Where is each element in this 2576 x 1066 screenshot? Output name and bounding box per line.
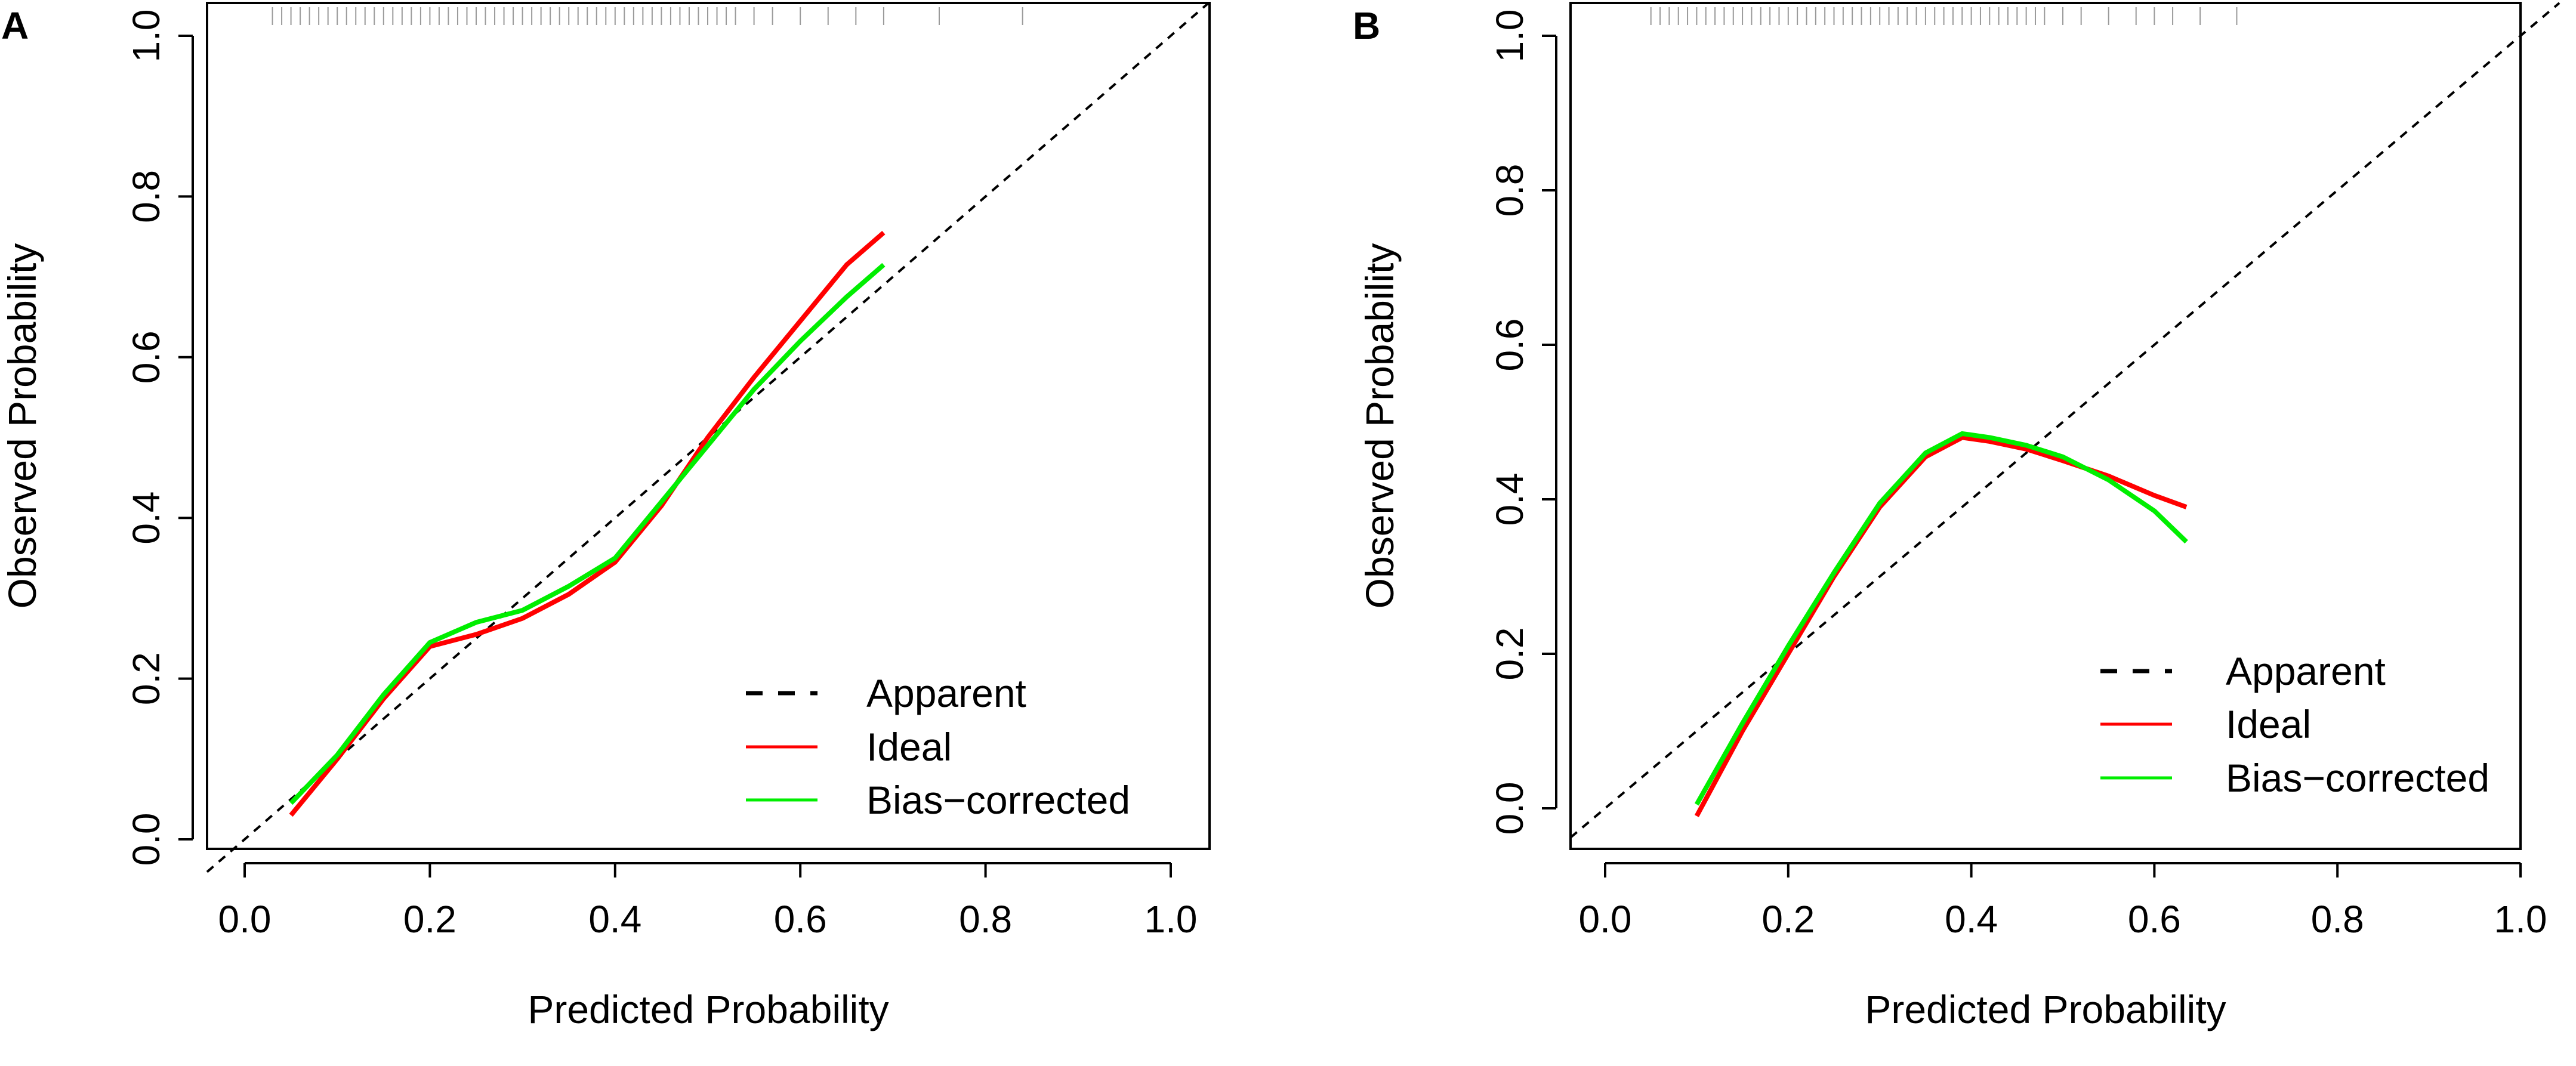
panel-a-series-ideal <box>289 230 886 817</box>
panel-b-letter: B <box>1353 4 1380 47</box>
panel-b-legend: Apparent Ideal Bias−corrected <box>2100 649 2489 800</box>
panel-b-x-tick-label: 0.6 <box>2128 898 2181 941</box>
panel-a-x-axis-title: Predicted Probability <box>527 987 889 1031</box>
panel-a-y-tick-label: 1.0 <box>125 10 168 63</box>
panel-a-rug <box>272 7 1023 25</box>
panel-a-y-tick-label: 0.2 <box>125 652 168 705</box>
panel-a-y-tick-label: 0.8 <box>125 170 168 223</box>
panel-b-series <box>1569 2 2560 839</box>
panel-a-letter: A <box>1 4 29 47</box>
panel-b-x-ticks: 0.0 0.2 0.4 0.6 0.8 1.0 <box>1579 862 2547 941</box>
panel-b-y-tick-label: 1.0 <box>1488 10 1531 63</box>
panel-b-series-apparent <box>1569 2 2560 839</box>
panel-b-series-ideal <box>1694 435 2188 817</box>
panel-b-legend-apparent-label: Apparent <box>2226 649 2386 693</box>
panel-a-y-tick-label: 0.0 <box>125 813 168 866</box>
panel-b-x-tick-label: 0.0 <box>1579 898 1632 941</box>
panel-b-series-bias-corrected <box>1694 431 2188 806</box>
panel-b-x-tick-label: 0.2 <box>1761 898 1815 941</box>
panel-a-x-tick-label: 0.4 <box>588 898 641 941</box>
panel-a-x-tick-label: 0.8 <box>959 898 1012 941</box>
panel-a-y-axis-title: Observed Probability <box>0 243 44 609</box>
panel-a-x-tick-label: 1.0 <box>1144 898 1198 941</box>
panel-b-y-tick-label: 0.2 <box>1488 628 1531 681</box>
panel-a-x-tick-label: 0.6 <box>774 898 827 941</box>
panel-a-legend-ideal-label: Ideal <box>866 725 952 769</box>
panel-b: B 0.0 0.2 0.4 0.6 0.8 1.0 0.00.20.40.60.81.0 … <box>1353 2 2560 1031</box>
panel-a-legend: Apparent Ideal Bias−corrected <box>746 671 1130 822</box>
panel-b-legend-bias-corrected-label: Bias−corrected <box>2226 756 2489 800</box>
panel-b-y-tick-label: 0.0 <box>1488 782 1531 835</box>
panel-a-legend-bias-corrected-label: Bias−corrected <box>866 778 1130 822</box>
panel-b-y-ticks: 0.0 0.2 0.4 0.6 0.8 1.0 <box>1488 10 1557 835</box>
panel-b-y-tick-label: 0.4 <box>1488 473 1531 526</box>
panel-b-x-tick-label: 0.4 <box>1945 898 1998 941</box>
panel-b-x-axis-title: Predicted Probability <box>1865 987 2226 1031</box>
panel-b-x-tick-label: 1.0 <box>2494 898 2547 941</box>
panel-a-y-tick-label: 0.4 <box>125 492 168 545</box>
panel-a-x-ticks: 0.0 0.2 0.4 0.6 0.8 1.0 <box>218 862 1198 941</box>
panel-a-x-tick-label: 0.0 <box>218 898 272 941</box>
panel-a-x-tick-label: 0.2 <box>403 898 456 941</box>
panel-b-x-tick-label: 0.8 <box>2311 898 2364 941</box>
panel-a-y-tick-label: 0.6 <box>125 330 168 384</box>
panel-a-plot-frame <box>206 2 1211 850</box>
panel-a-series-apparent <box>206 2 1210 873</box>
panel-b-y-tick-label: 0.8 <box>1488 164 1531 217</box>
panel-b-y-tick-label: 0.6 <box>1488 319 1531 372</box>
panel-b-y-axis-title: Observed Probability <box>1358 243 1402 609</box>
panel-b-legend-ideal-label: Ideal <box>2226 702 2311 746</box>
panel-a-legend-apparent-label: Apparent <box>866 671 1026 715</box>
panel-a-series <box>206 2 1210 873</box>
panel-a-y-ticks: 0.0 0.2 0.4 0.6 0.8 1.0 <box>125 10 194 866</box>
panel-b-rug <box>1650 7 2238 25</box>
panel-a-series-bias-corrected <box>289 262 886 805</box>
panel-b-plot-frame <box>1569 2 2522 850</box>
panel-a: A 0.0 0.2 0.4 0.6 0.8 1.0 0.00.20.40.60.81.0 … <box>0 2 1211 1031</box>
